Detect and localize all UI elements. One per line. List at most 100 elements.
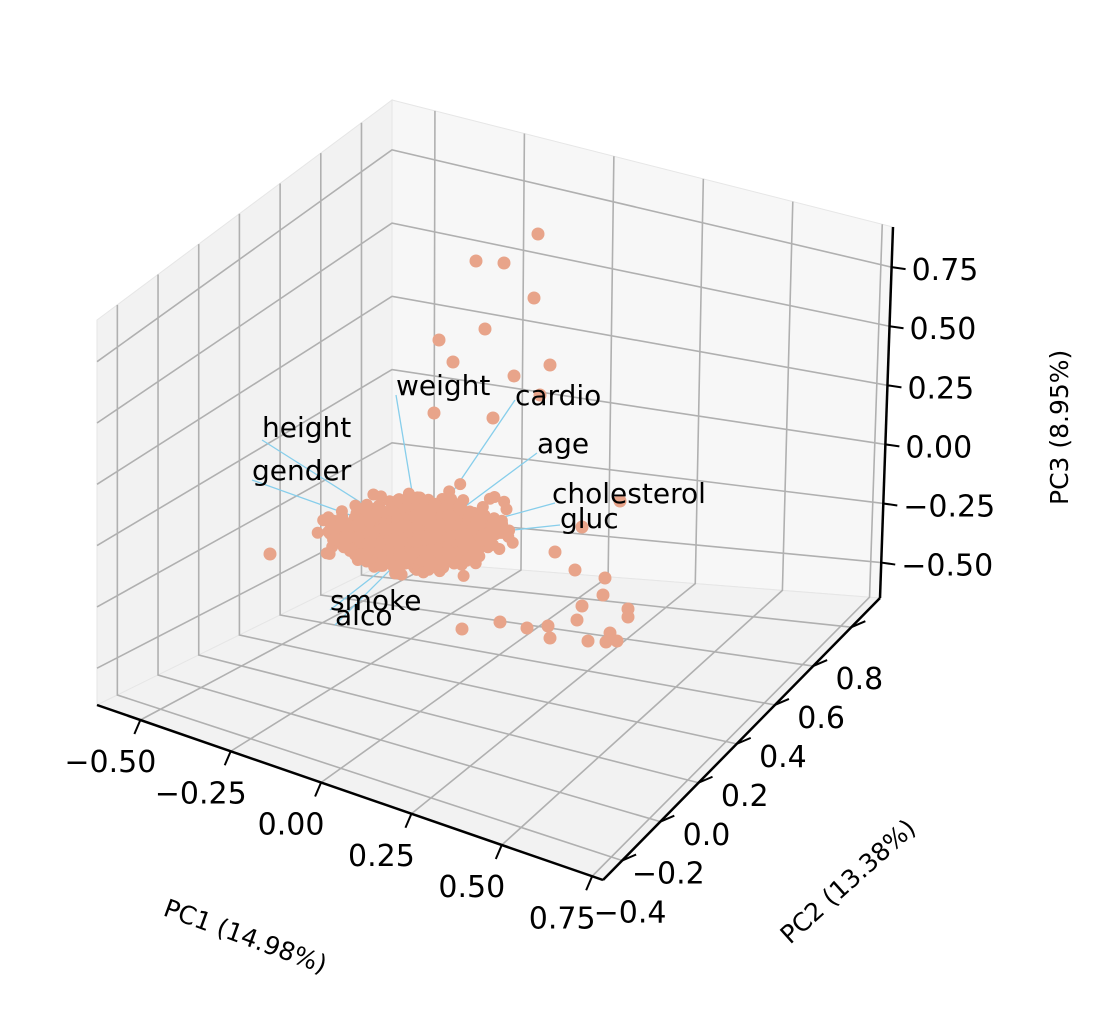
x-tick-label: 0.50 bbox=[438, 870, 505, 905]
z-tick-label: 0.25 bbox=[907, 371, 974, 406]
data-point bbox=[442, 544, 455, 557]
data-point bbox=[433, 518, 446, 531]
z-tick-label: −0.50 bbox=[901, 549, 993, 584]
z-axis-label: PC3 (8.95%) bbox=[1045, 350, 1074, 505]
data-point bbox=[421, 504, 434, 517]
x-gridline bbox=[410, 178, 705, 815]
y-axis-line bbox=[602, 597, 881, 881]
data-point bbox=[328, 533, 341, 546]
data-point bbox=[411, 522, 424, 535]
loading-label-alco: alco bbox=[335, 599, 392, 632]
y-tick-label: 0.0 bbox=[683, 818, 731, 853]
data-point-outlier bbox=[427, 406, 441, 420]
z-gridline bbox=[96, 441, 884, 608]
z-gridline bbox=[96, 222, 890, 424]
data-point-outlier bbox=[469, 254, 483, 268]
y-gridline bbox=[360, 122, 852, 628]
data-point-outlier bbox=[446, 355, 460, 369]
data-point bbox=[408, 510, 421, 523]
x-tick-label: 0.00 bbox=[258, 808, 325, 843]
data-point bbox=[432, 545, 445, 558]
data-point-outlier bbox=[613, 494, 627, 508]
data-point-outlier bbox=[432, 333, 446, 347]
x-tick-mark bbox=[223, 750, 232, 766]
data-point bbox=[417, 566, 430, 579]
data-point bbox=[454, 499, 467, 512]
data-point-outlier bbox=[575, 520, 589, 534]
y-tick-label: −0.2 bbox=[632, 857, 705, 892]
z-tick-label: 0.75 bbox=[912, 253, 979, 288]
x-gridline bbox=[230, 133, 526, 752]
data-point bbox=[418, 545, 431, 558]
data-point-outlier bbox=[527, 291, 541, 305]
z-tick-label: −0.25 bbox=[903, 489, 995, 524]
data-point bbox=[495, 514, 508, 527]
z-tick-mark bbox=[887, 384, 902, 389]
data-point bbox=[463, 505, 476, 518]
data-point-outlier bbox=[568, 563, 582, 577]
data-point bbox=[502, 530, 515, 543]
y-tick-label: 0.2 bbox=[721, 779, 769, 814]
data-point-outlier bbox=[520, 621, 534, 635]
data-point-outlier bbox=[497, 256, 511, 270]
data-point-outlier bbox=[621, 610, 635, 624]
data-point bbox=[493, 543, 506, 555]
data-point bbox=[444, 512, 457, 525]
data-point bbox=[392, 494, 405, 507]
data-point bbox=[476, 528, 489, 541]
data-point bbox=[389, 521, 402, 534]
x-tick-mark bbox=[133, 719, 142, 735]
data-point bbox=[322, 511, 335, 524]
data-point bbox=[466, 522, 479, 535]
data-point-outlier bbox=[455, 622, 469, 636]
y-gridline bbox=[238, 213, 737, 745]
data-point-outlier bbox=[507, 369, 521, 383]
y-gridline bbox=[157, 274, 661, 823]
y-tick-label: 0.6 bbox=[797, 701, 845, 736]
loading-label-age: age bbox=[537, 427, 589, 460]
data-point bbox=[360, 555, 373, 568]
x-tick-mark bbox=[494, 844, 503, 860]
data-point bbox=[361, 537, 374, 550]
data-point bbox=[455, 535, 468, 548]
data-point-outlier bbox=[493, 615, 507, 629]
data-point-outlier bbox=[596, 588, 610, 602]
data-point bbox=[409, 535, 422, 548]
data-point-outlier bbox=[543, 631, 557, 645]
z-tick-label: 0.00 bbox=[905, 430, 972, 465]
tick-labels: −0.50−0.250.000.250.500.75−0.4−0.20.00.2… bbox=[64, 253, 995, 936]
z-tick-mark bbox=[881, 561, 896, 566]
x-tick-label: −0.50 bbox=[64, 745, 156, 780]
x-tick-label: −0.25 bbox=[155, 776, 247, 811]
data-point-outlier bbox=[531, 227, 545, 241]
data-point bbox=[422, 516, 435, 529]
loading-label-weight: weight bbox=[396, 369, 490, 402]
data-point bbox=[371, 506, 383, 519]
x-tick-label: 0.25 bbox=[348, 839, 415, 874]
data-point bbox=[375, 490, 387, 503]
x-tick-mark bbox=[585, 875, 594, 891]
data-point bbox=[454, 478, 467, 491]
z-tick-mark bbox=[891, 266, 906, 271]
data-point bbox=[488, 491, 501, 503]
x-tick-mark bbox=[314, 782, 323, 797]
data-point-outlier bbox=[263, 547, 277, 561]
data-point bbox=[408, 546, 421, 559]
loading-labels: weight cardio height age gender cholesterolgl… bbox=[252, 369, 706, 632]
data-point bbox=[382, 543, 395, 556]
z-gridline bbox=[96, 295, 888, 485]
loading-label-gender: gender bbox=[252, 454, 352, 487]
data-point bbox=[396, 534, 409, 547]
z-axis-line bbox=[878, 226, 895, 599]
data-point bbox=[337, 541, 350, 554]
data-point bbox=[311, 526, 324, 539]
y-tick-label: −0.4 bbox=[594, 896, 667, 931]
data-point-outlier bbox=[533, 388, 547, 402]
x-tick-mark bbox=[404, 813, 413, 829]
data-point bbox=[359, 503, 372, 516]
data-point-outlier bbox=[570, 613, 584, 627]
data-point-outlier bbox=[541, 619, 555, 633]
data-point bbox=[376, 522, 389, 535]
data-point-outlier bbox=[610, 634, 624, 648]
